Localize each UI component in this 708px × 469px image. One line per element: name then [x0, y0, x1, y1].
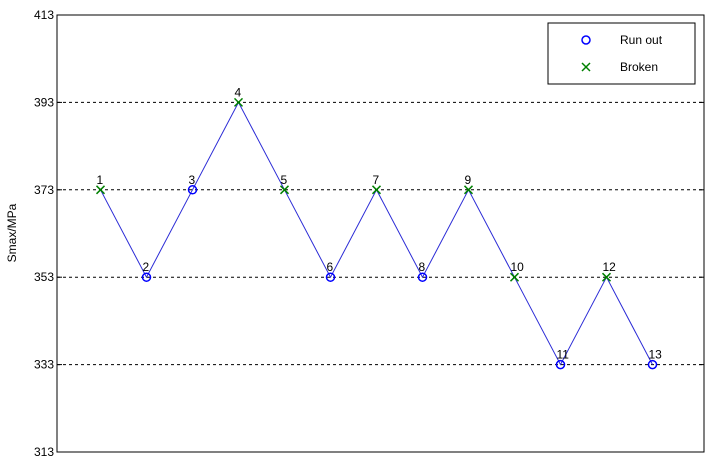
y-tick-label: 313: [34, 445, 54, 459]
broken-marker: [279, 185, 290, 195]
runout-marker: [187, 185, 198, 195]
legend-runout-marker: [581, 35, 591, 45]
y-tick-label: 373: [34, 183, 54, 197]
point-label: 9: [465, 173, 472, 187]
legend-runout-label: Run out: [620, 33, 663, 47]
point-labels: 2 3 6 8 11 13 1 4 5 7 9 10 12: [97, 85, 663, 361]
runout-marker: [325, 272, 336, 282]
runout-marker: [555, 359, 566, 370]
runout-marker: [647, 359, 658, 370]
point-label: 1: [97, 173, 104, 187]
broken-marker: [95, 185, 106, 195]
broken-marker: [509, 272, 520, 282]
data-markers: [95, 97, 658, 370]
point-label: 4: [235, 85, 242, 99]
point-label: 7: [373, 173, 380, 187]
legend-box: [547, 22, 696, 85]
legend: Run out Broken: [547, 22, 696, 85]
point-label: 2: [143, 260, 150, 274]
plot-area: [56, 14, 705, 453]
runout-marker: [141, 272, 152, 282]
broken-marker: [601, 272, 612, 282]
point-label: 12: [603, 260, 617, 274]
point-label: 13: [649, 348, 663, 362]
point-label: 8: [419, 260, 426, 274]
legend-broken-label: Broken: [620, 60, 658, 74]
legend-broken-marker: [581, 62, 591, 72]
point-label: 5: [281, 173, 288, 187]
y-tick-label: 333: [34, 358, 54, 372]
y-tick-label: 393: [34, 95, 54, 109]
broken-marker: [463, 185, 474, 195]
broken-marker: [371, 185, 382, 195]
point-label: 3: [189, 173, 196, 187]
broken-marker: [233, 97, 244, 107]
y-tick-label: 353: [34, 270, 54, 284]
y-tick-label: 413: [34, 8, 54, 22]
point-label: 6: [327, 260, 334, 274]
y-axis-label: Smax/MPa: [5, 203, 19, 262]
point-label: 10: [511, 260, 525, 274]
point-label: 11: [557, 348, 570, 362]
runout-marker: [417, 272, 428, 282]
